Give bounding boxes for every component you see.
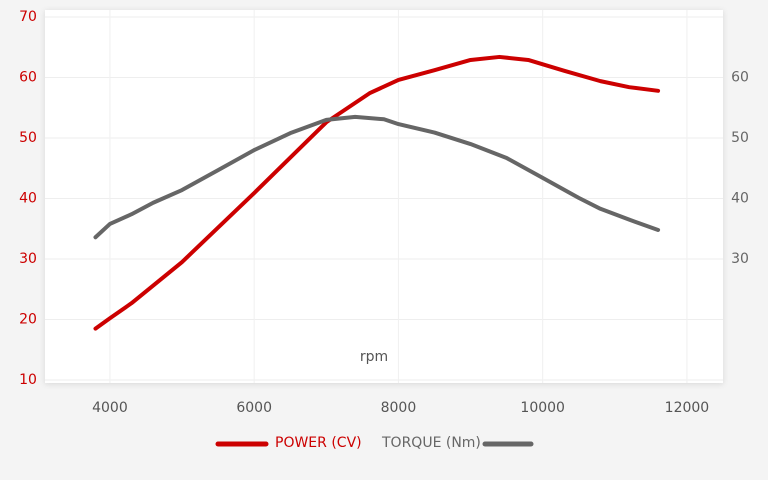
y-tick-label: 10 [19,372,37,388]
series-line [93,114,661,240]
y2-tick-label: 30 [731,251,749,267]
series-line [93,54,661,331]
plot-area [45,10,723,383]
x-tick-label: 8000 [381,400,417,416]
y2-tick-label: 60 [731,70,749,86]
y-tick-label: 50 [19,130,37,146]
y-tick-label: 30 [19,251,37,267]
y-tick-label: 70 [19,9,37,25]
y-tick-label: 60 [19,70,37,86]
x-axis-label: rpm [360,349,388,365]
y-tick-label: 20 [19,312,37,328]
x-tick-label: 4000 [92,400,128,416]
legend-label: POWER (CV) [275,435,362,451]
x-tick-label: 12000 [665,400,710,416]
x-tick-label: 6000 [236,400,272,416]
legend-label: TORQUE (Nm) [381,435,481,451]
y2-tick-label: 40 [731,191,749,207]
x-tick-label: 10000 [520,400,565,416]
y-tick-label: 40 [19,191,37,207]
y2-tick-label: 50 [731,130,749,146]
